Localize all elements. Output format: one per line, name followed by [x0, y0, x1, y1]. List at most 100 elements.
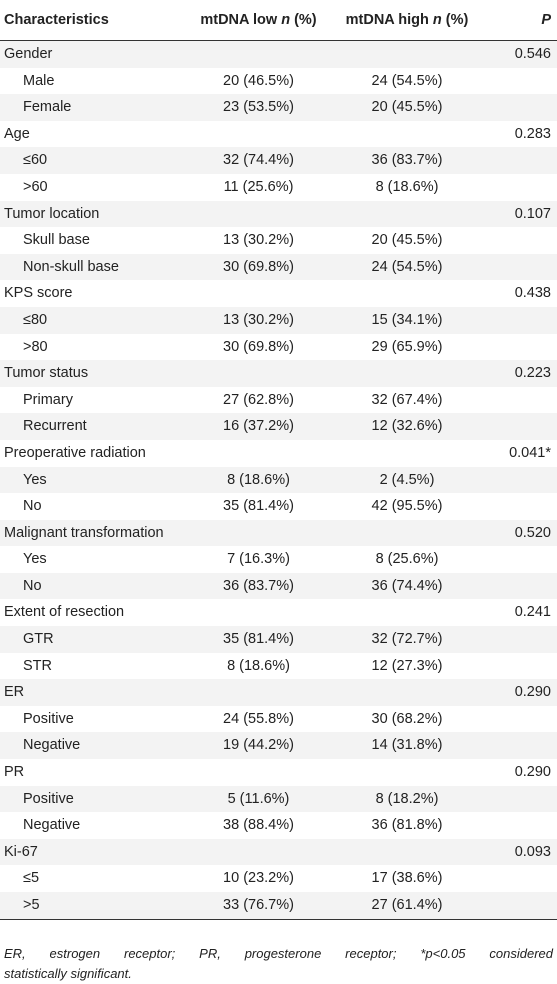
- table-row-sub: Negative 19 (44.2%) 14 (31.8%): [0, 732, 557, 760]
- cell-p-value: 0.041*: [509, 444, 551, 461]
- cell-p-value: [487, 493, 557, 520]
- cell-mtdna-low: 19 (44.2%): [223, 737, 294, 754]
- cell-mtdna-high: [327, 440, 487, 467]
- cell-p-value: [487, 573, 557, 600]
- cell-p-value: [487, 467, 557, 494]
- row-label: Female: [23, 99, 72, 116]
- cell-mtdna-low: 30 (69.8%): [223, 338, 294, 355]
- cell-mtdna-high: 24 (54.5%): [371, 258, 443, 275]
- table-row-sub: ≤5 10 (23.2%) 17 (38.6%): [0, 865, 557, 892]
- row-label: Primary: [23, 391, 73, 408]
- header-row: Characteristics mtDNA low n (%) mtDNA hi…: [0, 0, 557, 41]
- cell-mtdna-high: 42 (95.5%): [371, 498, 443, 515]
- cell-p-value: 0.093: [514, 843, 551, 860]
- cell-mtdna-low: 24 (55.8%): [223, 710, 294, 727]
- cell-p-value: [487, 706, 557, 733]
- footnote-word: receptor;: [123, 946, 176, 961]
- header-mtdna-high: mtDNA high n (%): [327, 0, 487, 41]
- table-row-group: KPS score 0.438: [0, 280, 557, 307]
- header-mtdna-high-n: n: [432, 12, 442, 28]
- row-label: ER: [4, 684, 25, 701]
- row-label: ≤5: [23, 870, 40, 887]
- row-label: Positive: [23, 710, 74, 727]
- cell-mtdna-high: 30 (68.2%): [371, 710, 443, 727]
- cell-mtdna-low: 13 (30.2%): [223, 232, 294, 249]
- header-mtdna-low-suffix: (%): [290, 12, 317, 28]
- cell-mtdna-low: 33 (76.7%): [190, 892, 327, 920]
- cell-mtdna-high: [327, 839, 487, 866]
- cell-mtdna-high: [327, 679, 487, 706]
- cell-p-value: 0.283: [514, 125, 551, 142]
- cell-mtdna-high: 36 (81.8%): [371, 817, 443, 834]
- cell-mtdna-high: 20 (45.5%): [371, 232, 443, 249]
- table-body: Gender 0.546 Male 20 (46.5%) 24 (54.5%) Femal…: [0, 40, 557, 920]
- table-row-sub: Negative 38 (88.4%) 36 (81.8%): [0, 812, 557, 839]
- cell-mtdna-low: [190, 121, 327, 148]
- row-label: STR: [23, 657, 52, 674]
- row-label: >5: [0, 892, 190, 920]
- table-row-sub: Skull base 13 (30.2%) 20 (45.5%): [0, 227, 557, 254]
- cell-mtdna-low: 7 (16.3%): [227, 551, 290, 568]
- header-mtdna-low: mtDNA low n (%): [190, 0, 327, 41]
- cell-mtdna-low: [190, 280, 327, 307]
- cell-p-value: [487, 174, 557, 201]
- row-label: Skull base: [23, 232, 90, 249]
- cell-mtdna-low: 8 (18.6%): [227, 657, 290, 674]
- row-label: Negative: [23, 817, 81, 834]
- cell-p-value: [487, 307, 557, 334]
- cell-mtdna-low: 23 (53.5%): [223, 99, 294, 116]
- cell-mtdna-low: 36 (83.7%): [223, 577, 294, 594]
- cell-mtdna-high: 8 (18.6%): [375, 178, 439, 195]
- table-row-group: ER 0.290: [0, 679, 557, 706]
- footnote-line-1: ER, estrogen receptor; PR, progesterone recep…: [4, 944, 553, 964]
- table-row-group: Malignant transformation 0.520: [0, 519, 557, 547]
- row-label: >60: [23, 178, 48, 195]
- footnote-word: PR,: [199, 946, 221, 961]
- row-label: Malignant transformation: [4, 524, 164, 541]
- cell-p-value: 0.223: [514, 365, 551, 382]
- cell-p-value: 0.546: [514, 46, 551, 62]
- row-label: Yes: [23, 471, 47, 488]
- cell-mtdna-low: 13 (30.2%): [223, 311, 294, 328]
- table-header: Characteristics mtDNA low n (%) mtDNA hi…: [0, 0, 557, 41]
- cell-mtdna-low: 30 (69.8%): [223, 258, 294, 275]
- table-row-sub: GTR 35 (81.4%) 32 (72.7%): [0, 626, 557, 653]
- header-characteristics: Characteristics: [0, 0, 190, 41]
- cell-mtdna-low: [190, 41, 327, 68]
- cell-mtdna-high: 12 (27.3%): [371, 657, 443, 674]
- cell-mtdna-high: 36 (83.7%): [371, 152, 443, 169]
- cell-p-value: [487, 812, 557, 839]
- cell-mtdna-low: [190, 360, 327, 387]
- cell-mtdna-high: 17 (38.6%): [371, 870, 443, 887]
- cell-mtdna-high: 8 (25.6%): [375, 551, 439, 568]
- row-label: >80: [23, 338, 48, 355]
- header-mtdna-low-prefix: mtDNA low: [200, 12, 282, 28]
- row-label: ≤60: [23, 152, 48, 169]
- table-row-sub: Non-skull base 30 (69.8%) 24 (54.5%): [0, 253, 557, 281]
- cell-mtdna-high: [327, 280, 487, 307]
- cell-p-value: [487, 865, 557, 892]
- cell-mtdna-high: [327, 41, 487, 68]
- cell-p-value: 0.107: [514, 205, 551, 222]
- table-row-group: Tumor status 0.223: [0, 360, 557, 387]
- table-row-sub: >80 30 (69.8%) 29 (65.9%): [0, 333, 557, 361]
- row-label: Positive: [23, 790, 74, 807]
- cell-mtdna-low: 32 (74.4%): [223, 152, 294, 169]
- footnote-word: ER,: [4, 946, 26, 961]
- table-row-sub: Primary 27 (62.8%) 32 (67.4%): [0, 386, 557, 414]
- footnote-word: estrogen: [49, 946, 101, 961]
- cell-mtdna-high: 14 (31.8%): [371, 737, 443, 754]
- cell-mtdna-low: [190, 520, 327, 547]
- row-label: Non-skull base: [23, 258, 119, 275]
- row-label: No: [23, 577, 42, 594]
- cell-p-value: 0.290: [514, 764, 551, 781]
- table-row-sub: >5 33 (76.7%) 27 (61.4%): [0, 892, 557, 920]
- cell-p-value: [487, 786, 557, 813]
- cell-p-value: [487, 334, 557, 361]
- cell-p-value: 0.241: [514, 604, 551, 621]
- cell-mtdna-high: 29 (65.9%): [371, 338, 443, 355]
- row-label: KPS score: [4, 285, 73, 302]
- row-label: ≤80: [23, 311, 48, 328]
- cell-mtdna-low: [190, 440, 327, 467]
